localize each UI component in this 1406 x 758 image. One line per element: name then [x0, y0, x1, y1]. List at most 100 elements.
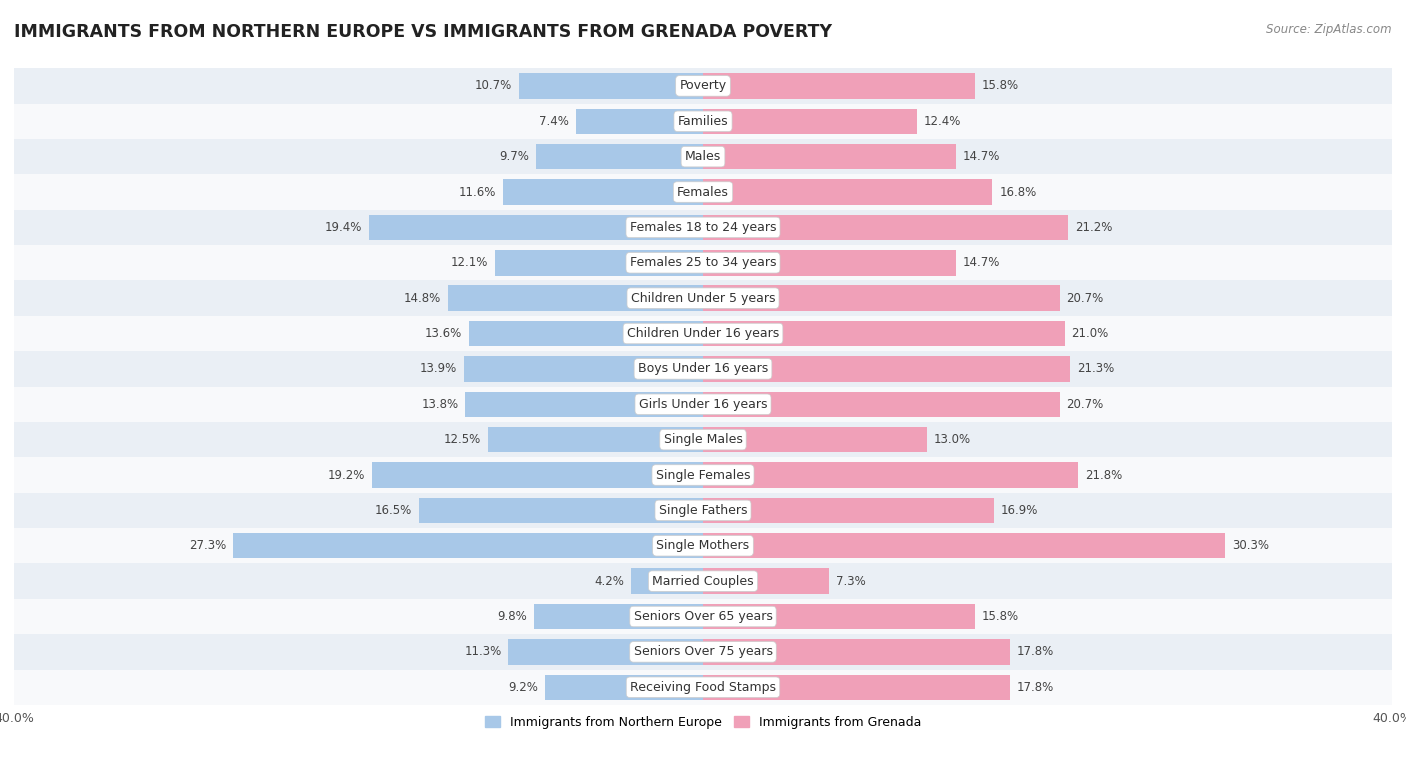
Text: Seniors Over 65 years: Seniors Over 65 years — [634, 610, 772, 623]
Bar — [464, 356, 703, 381]
Bar — [14, 245, 1392, 280]
Bar — [703, 568, 828, 594]
Text: Poverty: Poverty — [679, 80, 727, 92]
Bar — [703, 427, 927, 453]
Bar — [503, 180, 703, 205]
Text: 10.7%: 10.7% — [475, 80, 512, 92]
Bar — [14, 563, 1392, 599]
Text: 19.2%: 19.2% — [328, 468, 366, 481]
Bar — [703, 108, 917, 134]
Text: 16.9%: 16.9% — [1001, 504, 1039, 517]
Text: 21.8%: 21.8% — [1085, 468, 1122, 481]
Bar — [233, 533, 703, 559]
Text: Single Females: Single Females — [655, 468, 751, 481]
Bar — [703, 533, 1225, 559]
Bar — [495, 250, 703, 275]
Text: 11.6%: 11.6% — [458, 186, 496, 199]
Text: 13.9%: 13.9% — [419, 362, 457, 375]
Bar — [488, 427, 703, 453]
Text: 14.7%: 14.7% — [963, 150, 1001, 163]
Text: IMMIGRANTS FROM NORTHERN EUROPE VS IMMIGRANTS FROM GRENADA POVERTY: IMMIGRANTS FROM NORTHERN EUROPE VS IMMIG… — [14, 23, 832, 41]
Bar — [536, 144, 703, 169]
Bar — [14, 493, 1392, 528]
Text: 7.4%: 7.4% — [538, 114, 568, 128]
Bar — [14, 351, 1392, 387]
Text: 20.7%: 20.7% — [1066, 292, 1104, 305]
Text: 19.4%: 19.4% — [325, 221, 361, 234]
Text: Source: ZipAtlas.com: Source: ZipAtlas.com — [1267, 23, 1392, 36]
Text: 12.4%: 12.4% — [924, 114, 960, 128]
Text: 12.5%: 12.5% — [443, 433, 481, 446]
Bar — [14, 68, 1392, 104]
Bar — [14, 387, 1392, 422]
Text: 17.8%: 17.8% — [1017, 645, 1053, 659]
Bar — [468, 321, 703, 346]
Bar — [703, 180, 993, 205]
Text: Married Couples: Married Couples — [652, 575, 754, 587]
Bar — [509, 639, 703, 665]
Text: 7.3%: 7.3% — [835, 575, 865, 587]
Bar — [14, 599, 1392, 634]
Text: 11.3%: 11.3% — [464, 645, 502, 659]
Bar — [14, 528, 1392, 563]
Text: 9.8%: 9.8% — [498, 610, 527, 623]
Bar — [703, 498, 994, 523]
Legend: Immigrants from Northern Europe, Immigrants from Grenada: Immigrants from Northern Europe, Immigra… — [479, 711, 927, 734]
Bar — [703, 639, 1010, 665]
Text: 20.7%: 20.7% — [1066, 398, 1104, 411]
Text: Receiving Food Stamps: Receiving Food Stamps — [630, 681, 776, 694]
Text: Families: Families — [678, 114, 728, 128]
Bar — [14, 174, 1392, 210]
Bar — [14, 210, 1392, 245]
Bar — [14, 457, 1392, 493]
Text: 4.2%: 4.2% — [593, 575, 624, 587]
Text: Females 18 to 24 years: Females 18 to 24 years — [630, 221, 776, 234]
Text: 16.5%: 16.5% — [374, 504, 412, 517]
Bar — [703, 321, 1064, 346]
Bar — [703, 74, 976, 99]
Bar — [703, 215, 1069, 240]
Bar — [368, 215, 703, 240]
Bar — [703, 286, 1060, 311]
Text: Males: Males — [685, 150, 721, 163]
Bar — [373, 462, 703, 487]
Text: 9.2%: 9.2% — [508, 681, 537, 694]
Text: 9.7%: 9.7% — [499, 150, 529, 163]
Text: 13.0%: 13.0% — [934, 433, 972, 446]
Bar — [14, 316, 1392, 351]
Text: 15.8%: 15.8% — [981, 610, 1019, 623]
Text: 14.8%: 14.8% — [404, 292, 441, 305]
Bar — [703, 675, 1010, 700]
Text: 15.8%: 15.8% — [981, 80, 1019, 92]
Bar — [14, 280, 1392, 316]
Bar — [703, 144, 956, 169]
Bar — [519, 74, 703, 99]
Bar — [419, 498, 703, 523]
Text: Single Fathers: Single Fathers — [659, 504, 747, 517]
Text: 30.3%: 30.3% — [1232, 539, 1268, 553]
Bar — [449, 286, 703, 311]
Text: 21.2%: 21.2% — [1076, 221, 1112, 234]
Bar — [14, 634, 1392, 669]
Text: 14.7%: 14.7% — [963, 256, 1001, 269]
Bar — [14, 139, 1392, 174]
Text: 13.8%: 13.8% — [422, 398, 458, 411]
Bar — [544, 675, 703, 700]
Text: Females 25 to 34 years: Females 25 to 34 years — [630, 256, 776, 269]
Bar — [534, 604, 703, 629]
Text: 12.1%: 12.1% — [450, 256, 488, 269]
Bar — [575, 108, 703, 134]
Text: Children Under 5 years: Children Under 5 years — [631, 292, 775, 305]
Bar — [703, 462, 1078, 487]
Text: 27.3%: 27.3% — [188, 539, 226, 553]
Text: 13.6%: 13.6% — [425, 327, 461, 340]
Bar — [703, 604, 976, 629]
Text: Single Mothers: Single Mothers — [657, 539, 749, 553]
Text: Seniors Over 75 years: Seniors Over 75 years — [634, 645, 772, 659]
Bar — [703, 356, 1070, 381]
Bar — [703, 392, 1060, 417]
Text: 17.8%: 17.8% — [1017, 681, 1053, 694]
Bar — [14, 669, 1392, 705]
Text: Girls Under 16 years: Girls Under 16 years — [638, 398, 768, 411]
Text: Children Under 16 years: Children Under 16 years — [627, 327, 779, 340]
